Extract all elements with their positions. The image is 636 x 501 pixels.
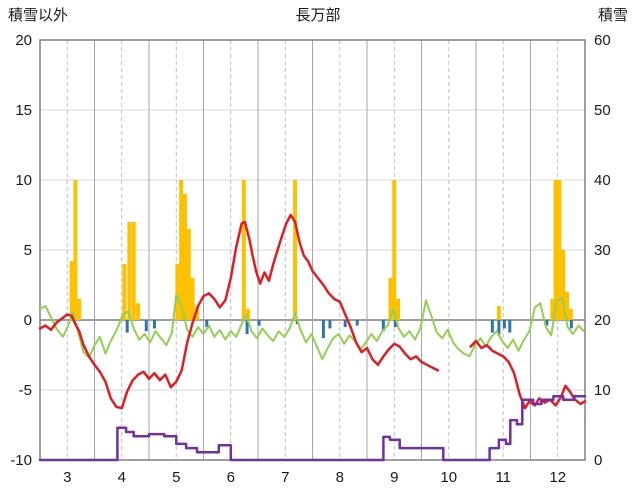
svg-text:12: 12 (549, 469, 566, 486)
svg-text:-5: -5 (19, 382, 32, 399)
svg-text:7: 7 (281, 469, 289, 486)
svg-text:60: 60 (594, 32, 611, 49)
svg-text:40: 40 (594, 172, 611, 189)
svg-text:10: 10 (594, 382, 611, 399)
chart-title: 長万部 (295, 7, 341, 24)
right-axis-title: 積雪 (597, 7, 628, 24)
svg-text:10: 10 (15, 172, 32, 189)
svg-text:10: 10 (440, 469, 457, 486)
svg-text:0: 0 (24, 312, 32, 329)
left-axis-title: 積雪以外 (8, 7, 69, 24)
svg-text:-10: -10 (10, 452, 32, 469)
svg-text:11: 11 (495, 469, 511, 486)
svg-text:50: 50 (594, 102, 611, 119)
svg-text:30: 30 (594, 242, 611, 259)
svg-text:20: 20 (594, 312, 611, 329)
svg-text:8: 8 (336, 469, 344, 486)
svg-text:5: 5 (24, 242, 32, 259)
svg-text:6: 6 (227, 469, 235, 486)
svg-text:0: 0 (594, 452, 602, 469)
svg-text:15: 15 (15, 102, 32, 119)
svg-text:3: 3 (63, 469, 71, 486)
svg-text:4: 4 (118, 469, 126, 486)
svg-text:9: 9 (390, 469, 398, 486)
svg-text:5: 5 (172, 469, 180, 486)
svg-text:20: 20 (15, 32, 32, 49)
